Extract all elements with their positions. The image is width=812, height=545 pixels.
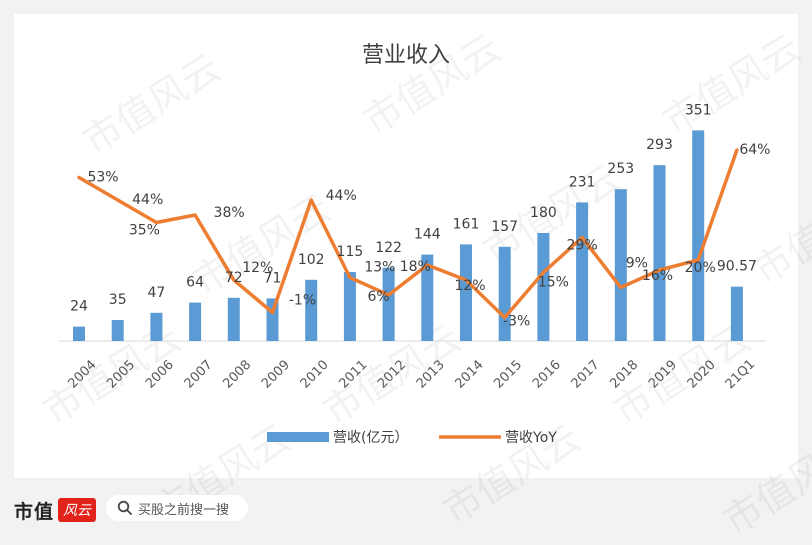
bar-2006: [150, 312, 163, 341]
legend-label-yoy: 营收YoY: [505, 430, 557, 446]
yoy-label-2018: 9%: [626, 256, 648, 272]
bar-label-2020: 351: [685, 102, 712, 118]
footer-bar: 市值 风云 买股之前搜一搜: [0, 488, 812, 533]
bar-label-2018: 253: [607, 161, 634, 177]
x-tick-2005: 2005: [104, 358, 138, 392]
x-tick-2011: 2011: [336, 358, 370, 392]
x-tick-2019: 2019: [646, 358, 680, 392]
x-tick-2013: 2013: [414, 358, 448, 392]
brand-seal: 风云: [58, 498, 97, 522]
chart-card: 市值风云 市值风云 市值风云 市值风云 市值风云 市值风云 市值风云 市值风云 市值风云 市值风云…: [14, 14, 812, 543]
legend-label-revenue: 营收(亿元）: [333, 430, 408, 446]
search-box[interactable]: 买股之前搜一搜: [106, 495, 248, 521]
x-tick-2015: 2015: [491, 358, 525, 392]
bar-2005: [111, 320, 124, 341]
bar-label-2011: 115: [337, 244, 364, 260]
x-tick-2010: 2010: [298, 358, 332, 392]
bar-2012: [382, 267, 395, 341]
x-tick-2018: 2018: [607, 358, 641, 392]
x-tick-2012: 2012: [375, 358, 409, 392]
yoy-line: [77, 148, 739, 320]
yoy-label-2011: 13%: [364, 260, 395, 276]
brand-name: 市值: [14, 500, 55, 523]
bar-label-2016: 180: [530, 205, 557, 221]
x-tick-2007: 2007: [182, 358, 216, 392]
bar-label-2005: 35: [109, 292, 127, 308]
bar-label-2012: 122: [375, 240, 402, 256]
search-placeholder: 买股之前搜一搜: [138, 501, 230, 517]
bar-label-2019: 293: [646, 137, 673, 153]
x-tick-2008: 2008: [220, 358, 254, 392]
bar-2019: [653, 165, 666, 341]
bar-label-2017: 231: [569, 174, 596, 190]
bar-label-2006: 47: [147, 285, 165, 301]
yoy-label-2004: 53%: [87, 170, 118, 186]
bar-label-2010: 102: [298, 252, 325, 268]
bar-2013: [421, 254, 434, 341]
bar-2017: [576, 202, 589, 341]
x-tick-2009: 2009: [259, 358, 293, 392]
yoy-label-2007: 38%: [214, 205, 245, 221]
bar-2018: [614, 189, 627, 341]
bar-2004: [73, 326, 85, 341]
bar-2020: [692, 130, 705, 341]
bar-2010: [305, 279, 318, 341]
yoy-label-2016: 15%: [538, 275, 569, 291]
yoy-label-2015: -3%: [503, 314, 530, 330]
bar-label-2013: 144: [414, 227, 441, 243]
yoy-label-2014: 12%: [454, 278, 485, 294]
bar-2011: [343, 272, 356, 341]
bar-label-2015: 157: [491, 219, 518, 235]
bar-label-21Q1: 90.57: [717, 259, 757, 275]
x-tick-2020: 2020: [685, 358, 719, 392]
yoy-label-2009: -1%: [289, 293, 316, 309]
yoy-label-2017: 29%: [567, 238, 598, 254]
search-icon: [114, 497, 136, 519]
x-tick-2016: 2016: [530, 358, 564, 392]
yoy-label-2006: 35%: [129, 223, 160, 239]
bar-label-2004: 24: [70, 299, 88, 315]
bar-2014: [460, 244, 472, 341]
bar-2008: [227, 297, 240, 341]
chart-title: 营业收入: [362, 43, 450, 68]
bar-label-2009: 71: [264, 270, 282, 286]
bar-2015: [498, 246, 511, 341]
x-tick-21Q1: 21Q1: [723, 357, 758, 392]
bar-label-2008: 72: [225, 270, 243, 286]
x-tick-2014: 2014: [453, 358, 487, 392]
yoy-label-2019: 16%: [642, 268, 673, 284]
bar-2016: [537, 233, 550, 341]
x-tick-2006: 2006: [143, 358, 177, 392]
yoy-label-2013: 18%: [400, 259, 431, 275]
yoy-label-2010: 44%: [326, 188, 357, 204]
revenue-chart: 营业收入 24 35 47 64 72 71 102 115 122 144 161 157 180 231…: [59, 43, 770, 446]
bar-21Q1: [730, 286, 743, 341]
bar-label-2007: 64: [186, 275, 204, 291]
yoy-label-2012: 6%: [367, 289, 389, 305]
brand-logo[interactable]: 市值 风云: [14, 496, 97, 524]
x-tick-2017: 2017: [569, 358, 603, 392]
yoy-label-2005: 44%: [132, 192, 163, 208]
legend-swatch-revenue: [267, 432, 329, 442]
yoy-label-21Q1: 64%: [739, 142, 770, 158]
bar-2007: [189, 302, 202, 341]
yoy-label-2020: 20%: [685, 260, 716, 276]
yoy-label-2008: 12%: [242, 260, 273, 276]
bar-label-2014: 161: [453, 216, 480, 232]
x-tick-2004: 2004: [66, 358, 100, 392]
